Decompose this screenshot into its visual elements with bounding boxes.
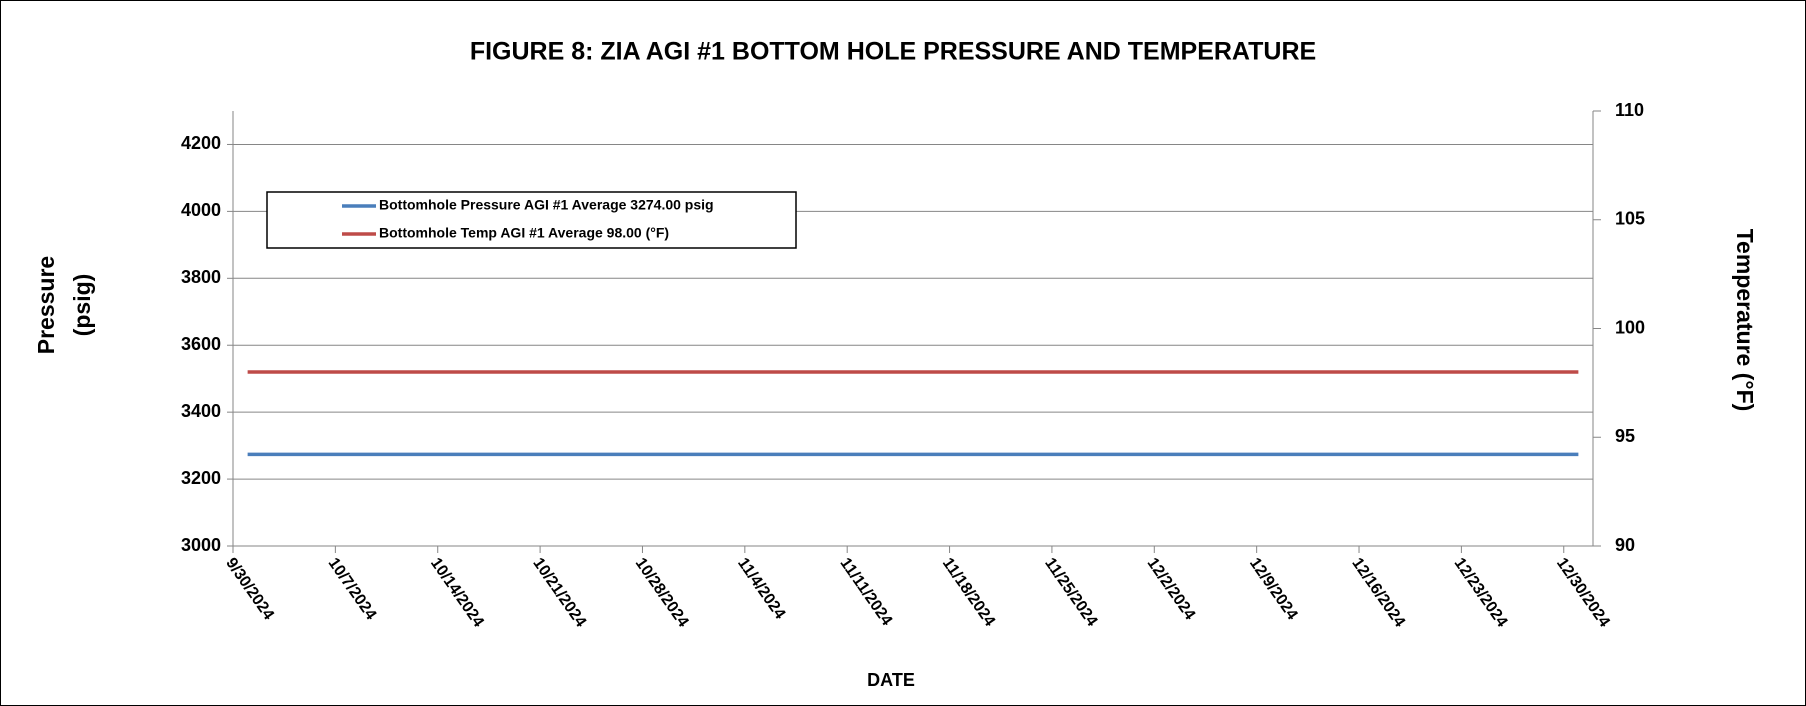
- y-tick-label: 3800: [181, 267, 221, 287]
- y2-tick-label: 100: [1615, 317, 1645, 337]
- y-axis-label: (psig): [69, 274, 95, 337]
- y-tick-label: 3400: [181, 401, 221, 421]
- y2-tick-label: 90: [1615, 535, 1635, 555]
- legend-label: Bottomhole Pressure AGI #1 Average 3274.…: [379, 197, 714, 213]
- x-axis-label: DATE: [867, 670, 915, 690]
- y-tick-label: 3600: [181, 334, 221, 354]
- legend-box: [266, 191, 797, 249]
- y2-tick-label: 95: [1615, 426, 1635, 446]
- y-tick-label: 3200: [181, 468, 221, 488]
- y2-tick-label: 110: [1615, 100, 1644, 120]
- y-axis-label: Pressure: [33, 256, 59, 354]
- y-tick-label: 4200: [181, 133, 221, 153]
- chart-title: FIGURE 8: ZIA AGI #1 BOTTOM HOLE PRESSUR…: [470, 38, 1316, 66]
- legend-label: Bottomhole Temp AGI #1 Average 98.00 (°F…: [379, 225, 669, 241]
- y2-axis-label: Temperature (°F): [1732, 229, 1758, 412]
- y-tick-label: 3000: [181, 535, 221, 555]
- y2-tick-label: 105: [1615, 209, 1645, 229]
- y-tick-label: 4000: [181, 200, 221, 220]
